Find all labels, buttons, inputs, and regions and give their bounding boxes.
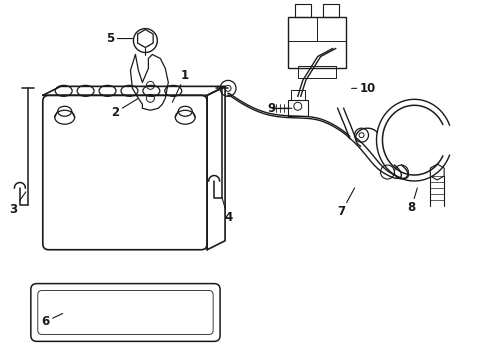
Text: 2: 2 <box>111 98 138 119</box>
Polygon shape <box>137 30 153 48</box>
Bar <box>287 100 307 116</box>
Bar <box>297 67 335 78</box>
Bar <box>322 4 338 17</box>
Text: 5: 5 <box>106 32 132 45</box>
Text: 10: 10 <box>351 82 375 95</box>
Text: 7: 7 <box>337 188 354 219</box>
Text: 8: 8 <box>407 188 416 215</box>
Bar <box>294 4 310 17</box>
Text: 9: 9 <box>267 102 291 115</box>
Text: 1: 1 <box>172 69 189 102</box>
Circle shape <box>141 34 149 43</box>
Text: 6: 6 <box>41 314 62 328</box>
Bar <box>287 17 345 68</box>
Bar <box>290 90 304 100</box>
Polygon shape <box>429 164 443 180</box>
Text: 3: 3 <box>9 192 26 216</box>
Text: 4: 4 <box>222 198 232 224</box>
